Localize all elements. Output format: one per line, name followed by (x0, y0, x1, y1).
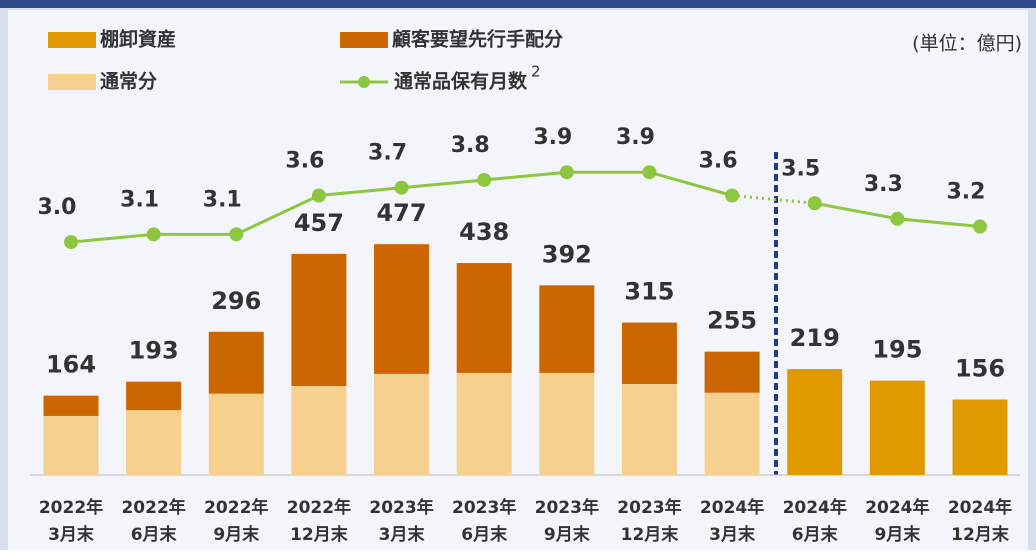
bar-segment (456, 263, 512, 373)
x-tick-label: 2022年 (39, 497, 103, 518)
line-marker (973, 219, 987, 234)
x-tick-label: 3月末 (48, 524, 95, 545)
line-value-label: 3.0 (38, 195, 77, 220)
bar-segment (43, 395, 99, 416)
line-value-label: 3.3 (864, 172, 903, 197)
total-label: 164 (46, 351, 96, 379)
x-tick-label: 9月末 (213, 524, 260, 545)
line-marker (890, 211, 905, 226)
total-label: 477 (376, 199, 426, 227)
x-tick-label: 2023年 (535, 497, 599, 518)
x-tick-label: 2023年 (617, 497, 681, 518)
top-band (0, 0, 1036, 8)
line-marker (559, 165, 574, 180)
total-label: 315 (624, 278, 674, 306)
legend-swatch (48, 32, 96, 48)
line-value-label: 3.1 (203, 187, 242, 212)
legend-label: 顧客要望先行手配分 (392, 28, 563, 51)
line-marker (477, 172, 492, 187)
x-tick-label: 12月末 (621, 524, 680, 545)
bar-segment (456, 372, 512, 475)
legend-marker (358, 76, 370, 88)
legend-label: 棚卸資産 (100, 28, 176, 51)
bar-segment (704, 351, 760, 393)
bar-segment (126, 381, 182, 411)
x-tick-label: 3月末 (709, 524, 756, 545)
unit-label: (単位：億円) (912, 33, 1022, 55)
x-tick-label: 2024年 (948, 497, 1012, 518)
line-marker (311, 188, 326, 203)
total-label: 193 (129, 337, 179, 365)
bar-segment (208, 393, 264, 475)
legend-swatch (340, 32, 388, 48)
total-label: 392 (542, 240, 592, 268)
line-value-label: 3.7 (368, 141, 407, 166)
line-value-label: 3.8 (451, 133, 490, 158)
total-label: 219 (790, 324, 840, 352)
legend-footnote: 2 (531, 63, 541, 81)
legend-label: 通常品保有月数 (394, 70, 528, 93)
x-tick-label: 9月末 (874, 524, 921, 545)
bar-segment (208, 331, 264, 394)
line-value-label: 3.1 (120, 187, 159, 212)
x-tick-label: 6月末 (792, 524, 839, 545)
x-tick-label: 2022年 (204, 497, 268, 518)
line-marker (394, 180, 409, 195)
x-tick-label: 2024年 (865, 497, 929, 518)
x-tick-label: 2024年 (700, 497, 764, 518)
bar-segment (539, 372, 595, 475)
x-tick-label: 12月末 (951, 524, 1010, 545)
total-label: 457 (294, 209, 344, 237)
legend-swatch (48, 74, 96, 90)
total-label: 255 (707, 307, 757, 335)
bar-segment (787, 369, 843, 475)
total-label: 195 (872, 336, 922, 364)
line-value-label: 3.6 (285, 148, 324, 173)
x-tick-label: 2023年 (369, 497, 433, 518)
x-tick-label: 9月末 (544, 524, 591, 545)
line-marker (146, 227, 161, 242)
line-marker (64, 235, 78, 250)
x-tick-label: 2023年 (452, 497, 516, 518)
bar-segment (374, 373, 430, 475)
bar-segment (126, 410, 182, 475)
line-marker (725, 188, 740, 203)
bar-segment (621, 322, 677, 385)
bar-segment (291, 385, 347, 475)
bar-segment (704, 392, 760, 475)
bar-segment (539, 285, 595, 373)
line-marker (807, 196, 822, 211)
total-label: 296 (211, 287, 261, 315)
x-tick-label: 3月末 (379, 524, 426, 545)
bar-segment (374, 244, 430, 374)
line-value-label: 3.5 (781, 156, 820, 181)
line-value-label: 3.6 (699, 148, 738, 173)
bar-segment (952, 399, 1008, 475)
line-value-label: 3.9 (616, 125, 655, 150)
line-value-label: 3.2 (947, 180, 986, 205)
legend-label: 通常分 (100, 70, 157, 93)
line-connector (731, 194, 815, 205)
line-marker (642, 165, 657, 180)
x-tick-label: 2024年 (783, 497, 847, 518)
total-label: 156 (955, 355, 1005, 383)
line-marker (229, 227, 244, 242)
x-tick-label: 6月末 (131, 524, 178, 545)
x-tick-label: 2022年 (287, 497, 351, 518)
bar-segment (869, 380, 925, 475)
line-value-label: 3.9 (533, 125, 572, 150)
x-tick-label: 6月末 (461, 524, 508, 545)
bar-segment (291, 253, 347, 386)
x-tick-label: 12月末 (290, 524, 349, 545)
bar-segment (621, 384, 677, 475)
bar-segment (43, 415, 99, 475)
x-tick-label: 2022年 (121, 497, 185, 518)
total-label: 438 (459, 218, 509, 246)
